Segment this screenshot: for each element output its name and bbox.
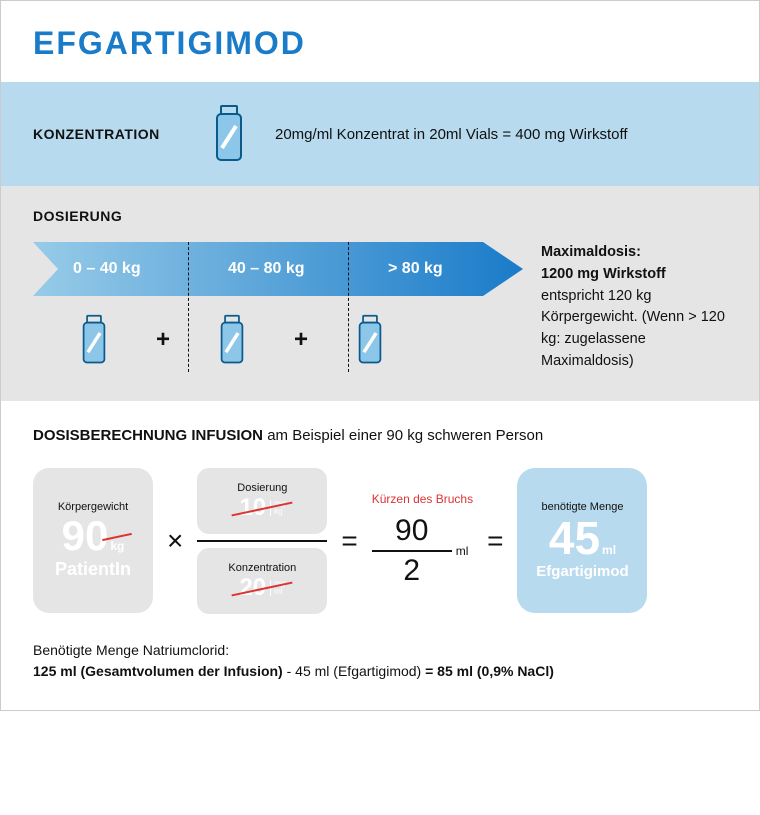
plus-2: + (294, 326, 308, 354)
frac-top: 90 (385, 512, 438, 550)
calc-title-bold: DOSISBERECHNUNG INFUSION (33, 427, 263, 444)
dosing-band: DOSIERUNG 0 – 40 kg 40 – 80 kg > 80 kg (1, 186, 759, 401)
nacl-b1: 125 ml (Gesamtvolumen der Infusion) (33, 663, 283, 679)
concentration-text: 20mg/ml Konzentrat in 20ml Vials = 400 m… (275, 126, 628, 143)
range-3: > 80 kg (388, 260, 443, 278)
vial-icon (354, 314, 386, 366)
weight-value: 90 (62, 512, 109, 559)
ml-unit: ml (456, 544, 469, 558)
range-2: 40 – 80 kg (228, 260, 305, 278)
weight-unit: kg (110, 539, 124, 553)
op-eq-1: = (341, 525, 357, 557)
op-times: × (167, 525, 183, 557)
nacl-b2: = 85 ml (0,9% NaCl) (425, 663, 554, 679)
concentration-label: KONZENTRATION (33, 126, 183, 142)
max-bold-1: Maximaldosis: (541, 244, 641, 260)
dashed-divider-1 (188, 242, 189, 372)
formula-row: Körpergewicht 90kg PatientIn × Dosierung… (33, 468, 727, 614)
page-title: EFGARTIGIMOD (33, 25, 727, 62)
result-box: benötigte Menge 45ml Efgartigimod (517, 468, 647, 613)
vials-row: + + (33, 314, 523, 366)
kuerzen-label: Kürzen des Bruchs (372, 492, 473, 506)
nacl-line1: Benötigte Menge Natriumclorid: (33, 642, 229, 658)
conc-box: Konzentration 20 mgml (197, 548, 327, 614)
dose-box: Dosierung 10 mgkg (197, 468, 327, 534)
concentration-band: KONZENTRATION 20mg/ml Konzentrat in 20ml… (1, 82, 759, 186)
title-section: EFGARTIGIMOD (1, 1, 759, 82)
vial-icon (211, 104, 247, 164)
conc-label: Konzentration (228, 562, 296, 574)
op-eq-2: = (487, 525, 503, 557)
dose-label: Dosierung (237, 482, 287, 494)
dashed-divider-2 (348, 242, 349, 372)
simplified-fraction: 90 2 ml (372, 512, 473, 590)
result-value: 45 (549, 512, 600, 564)
vial-icon (216, 314, 248, 366)
dosing-label: DOSIERUNG (33, 208, 727, 224)
nacl-mid: - 45 ml (Efgartigimod) (283, 663, 425, 679)
weight-box: Körpergewicht 90kg PatientIn (33, 468, 153, 613)
dosing-row: 0 – 40 kg 40 – 80 kg > 80 kg + (33, 242, 727, 373)
dose-conc-fraction: Dosierung 10 mgkg Konzentration 20 mgml (197, 468, 327, 614)
calculation-section: DOSISBERECHNUNG INFUSION am Beispiel ein… (1, 401, 759, 710)
plus-1: + (156, 326, 170, 354)
infographic-container: EFGARTIGIMOD KONZENTRATION 20mg/ml Konze… (0, 0, 760, 711)
max-rest: entspricht 120 kg Körpergewicht. (Wenn >… (541, 288, 725, 369)
frac-bot: 2 (393, 552, 430, 590)
range-1: 0 – 40 kg (73, 260, 141, 278)
simplified-fraction-block: Kürzen des Bruchs 90 2 ml (372, 492, 473, 590)
weight-sub: PatientIn (55, 559, 131, 580)
result-unit: ml (602, 543, 616, 557)
max-bold-2: 1200 mg Wirkstoff (541, 266, 666, 282)
calc-title-rest: am Beispiel einer 90 kg schweren Person (263, 427, 543, 444)
result-sub: Efgartigimod (536, 563, 629, 580)
max-dose-text: Maximaldosis: 1200 mg Wirkstoff entspric… (541, 242, 727, 373)
nacl-text: Benötigte Menge Natriumclorid: 125 ml (G… (33, 640, 727, 682)
fraction-line-1 (197, 540, 327, 542)
vial-icon (78, 314, 110, 366)
calc-title: DOSISBERECHNUNG INFUSION am Beispiel ein… (33, 427, 727, 444)
dose-arrow-wrap: 0 – 40 kg 40 – 80 kg > 80 kg + (33, 242, 523, 366)
